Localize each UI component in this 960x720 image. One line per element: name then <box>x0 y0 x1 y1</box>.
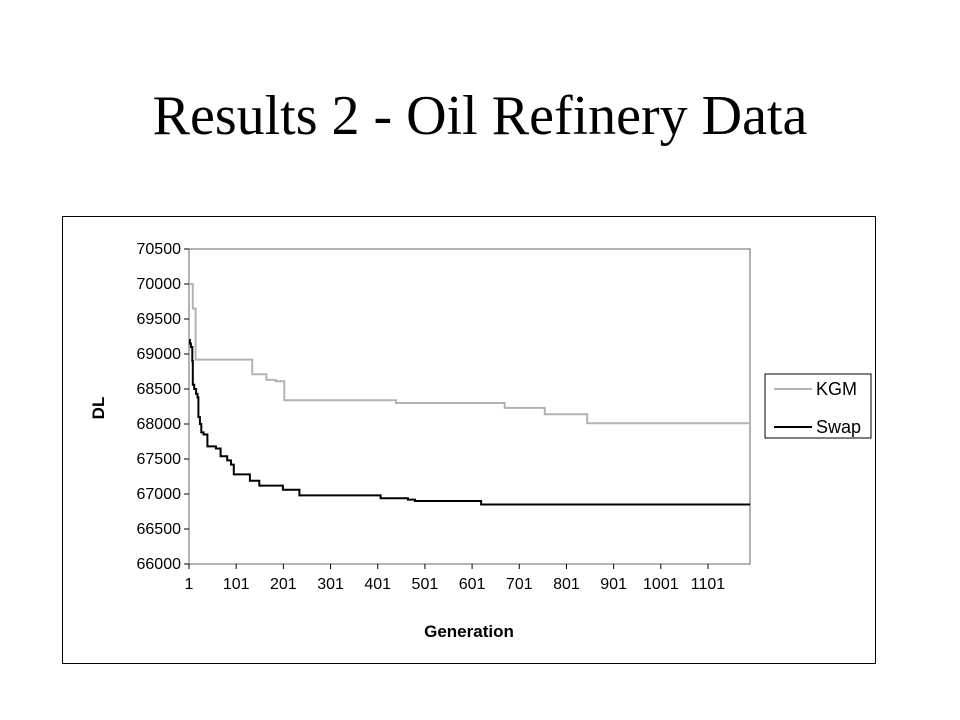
y-axis: 66000 66500 67000 67500 68000 68500 69000 69500… <box>137 241 189 573</box>
x-tick-label: 1101 <box>691 576 726 593</box>
series-lines <box>188 283 750 506</box>
y-tick-label: 68000 <box>137 416 182 433</box>
y-tick-label: 70000 <box>137 276 182 293</box>
x-axis: 1 101 201 301 401 501 601 701 801 901 1001 1101 <box>185 564 726 593</box>
y-tick-label: 68500 <box>137 381 182 398</box>
slide-title: Results 2 - Oil Refinery Data <box>152 85 808 147</box>
plot-area <box>188 248 751 565</box>
x-tick-label: 901 <box>600 576 627 593</box>
x-tick-label: 201 <box>270 576 297 593</box>
series-line-kgm <box>189 283 750 425</box>
x-tick-label: 1001 <box>643 576 679 593</box>
y-tick-label: 69000 <box>137 346 182 363</box>
y-tick-label: 66500 <box>137 521 182 538</box>
y-tick-label: 69500 <box>137 311 182 328</box>
x-tick-label: 501 <box>412 576 439 593</box>
x-tick-label: 301 <box>317 576 344 593</box>
y-tick-label: 66000 <box>137 556 182 573</box>
x-tick-label: 101 <box>223 576 250 593</box>
x-tick-label: 701 <box>506 576 533 593</box>
x-axis-title: Generation <box>424 622 514 641</box>
y-tick-label: 70500 <box>137 241 182 258</box>
series-line-swap <box>188 339 750 506</box>
line-chart: 66000 66500 67000 67500 68000 68500 69000 69500… <box>89 241 872 641</box>
x-tick-label: 1 <box>185 576 194 593</box>
legend: KGM Swap <box>764 373 872 439</box>
y-tick-label: 67500 <box>137 451 182 468</box>
x-tick-label: 801 <box>553 576 580 593</box>
y-tick-label: 67000 <box>137 486 182 503</box>
x-tick-label: 601 <box>459 576 486 593</box>
legend-label-kgm: KGM <box>816 379 857 399</box>
y-axis-title: DL <box>89 397 108 420</box>
legend-label-swap: Swap <box>816 417 861 437</box>
x-tick-label: 401 <box>364 576 391 593</box>
